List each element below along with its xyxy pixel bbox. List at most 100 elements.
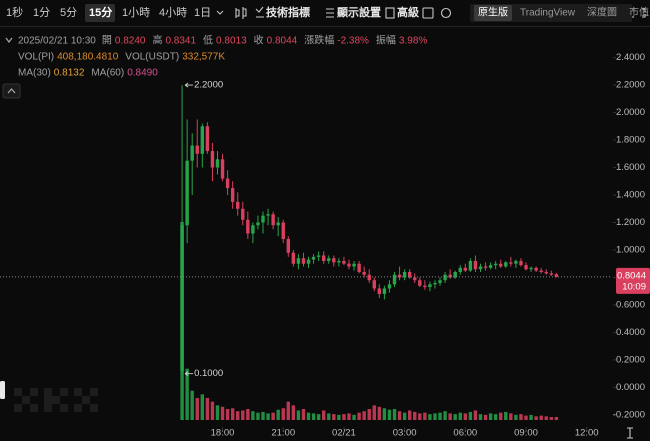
interval-button[interactable]: 1分 xyxy=(33,6,50,19)
volume-bar xyxy=(220,406,225,420)
interval-button[interactable]: 4小時 xyxy=(159,6,187,19)
y-tick-label: 1.0000 xyxy=(616,245,645,256)
volume-bar xyxy=(296,410,301,420)
volume-bar xyxy=(382,408,387,420)
volume-bar xyxy=(514,414,518,420)
candle-body xyxy=(246,219,250,234)
view-button[interactable]: TradingView xyxy=(520,8,576,19)
volume-bar xyxy=(549,417,554,420)
volume-bar xyxy=(281,408,285,420)
volume-bar xyxy=(418,413,422,420)
info-label: 振幅 xyxy=(376,34,396,47)
volume-bar xyxy=(428,414,432,420)
x-tick-label: 06:00 xyxy=(453,428,477,439)
candle-body xyxy=(210,151,215,168)
expand-info-icon[interactable] xyxy=(5,37,13,43)
volume-bar xyxy=(493,414,498,420)
advanced-icon[interactable] xyxy=(385,7,395,19)
y-tick-label: 1.4000 xyxy=(616,190,645,201)
candle-body xyxy=(478,266,483,270)
view-selected-bg xyxy=(474,5,512,21)
interval-button[interactable]: 1日 xyxy=(194,7,211,19)
tool-button[interactable]: 高級 xyxy=(397,5,419,19)
volume-bar xyxy=(387,409,392,420)
settings-icon[interactable] xyxy=(440,7,452,19)
interval-button[interactable]: 15分 xyxy=(89,5,112,19)
candle-body xyxy=(251,225,255,234)
annotation-label: 2.2000 xyxy=(194,80,223,91)
candle-body xyxy=(225,178,230,189)
tool-button[interactable]: 技術指標 xyxy=(266,5,310,19)
volume-bar xyxy=(488,413,493,420)
interval-button[interactable]: 1小時 xyxy=(122,6,150,19)
y-tick-label: 0.6000 xyxy=(616,299,645,310)
y-tick-label: 1.6000 xyxy=(616,162,645,173)
side-handle[interactable] xyxy=(0,381,5,399)
candle-body xyxy=(180,225,184,371)
info-label: VOL(USDT) xyxy=(125,52,179,63)
volume-bar xyxy=(504,411,508,420)
info-value: 0.8132 xyxy=(54,68,85,79)
candle-type-icon[interactable] xyxy=(235,7,247,19)
info-value: 408,180.4810 xyxy=(57,52,119,63)
volume-bar xyxy=(230,408,235,420)
volume-bar xyxy=(185,368,189,420)
info-label: 收 xyxy=(254,34,264,47)
candle-body xyxy=(413,277,417,281)
candle-body xyxy=(524,265,528,270)
indicator-icon[interactable] xyxy=(255,6,264,18)
candle-body xyxy=(544,271,548,274)
volume-bar xyxy=(337,414,341,420)
view-button[interactable]: 原生版 xyxy=(478,6,508,19)
candle-body xyxy=(458,267,462,272)
candle-body xyxy=(296,258,301,264)
volume-bar xyxy=(554,417,559,420)
y-tick-label: 1.8000 xyxy=(616,135,645,146)
volume-bar xyxy=(377,406,382,420)
volume-bar xyxy=(478,414,483,420)
volume-bar xyxy=(322,410,326,420)
candle-body xyxy=(509,262,513,264)
candle-body xyxy=(382,288,387,294)
candle-body xyxy=(428,284,432,288)
tool-button[interactable]: 顯示設置 xyxy=(337,5,381,19)
candle-body xyxy=(519,260,523,266)
candle-body xyxy=(473,260,478,270)
candle-body xyxy=(342,260,346,264)
info-time: 2025/02/21 10:30 xyxy=(18,36,96,47)
info-label: MA(60) xyxy=(91,68,124,79)
view-button[interactable]: 市值 xyxy=(629,6,649,19)
candle-body xyxy=(352,263,356,267)
interval-button[interactable]: 5分 xyxy=(60,6,77,19)
candle-body xyxy=(236,201,240,209)
candle-body xyxy=(438,280,442,283)
collapse-button[interactable] xyxy=(2,83,21,99)
candle-body xyxy=(418,280,422,286)
y-tick-label: 1.2000 xyxy=(616,217,645,228)
candle-body xyxy=(190,145,194,161)
cursor-icon[interactable] xyxy=(627,427,633,439)
dropdown-icon xyxy=(216,10,224,15)
candle-body xyxy=(241,208,245,220)
info-value: 3.98% xyxy=(399,36,427,47)
volume-bar xyxy=(352,414,356,420)
volume-bar xyxy=(499,412,503,420)
view-button[interactable]: 深度圖 xyxy=(587,6,617,19)
volume-bar xyxy=(332,414,336,420)
candle-body xyxy=(387,284,392,289)
volume-bar xyxy=(276,409,280,420)
volume-bar xyxy=(473,410,478,420)
candle-body xyxy=(337,260,341,263)
screenshot-icon[interactable] xyxy=(422,7,434,19)
candle-body xyxy=(195,145,199,154)
volume-bar xyxy=(402,412,407,420)
info-value: -2.38% xyxy=(337,36,369,47)
y-tick-label: 2.4000 xyxy=(616,52,645,63)
info-value: 0.8490 xyxy=(127,68,158,79)
info-label: 高 xyxy=(152,34,162,47)
volume-bar xyxy=(291,405,296,420)
interval-button[interactable]: 1秒 xyxy=(6,5,23,19)
countdown: 10:09 xyxy=(622,281,646,292)
display-icon[interactable] xyxy=(326,8,334,18)
